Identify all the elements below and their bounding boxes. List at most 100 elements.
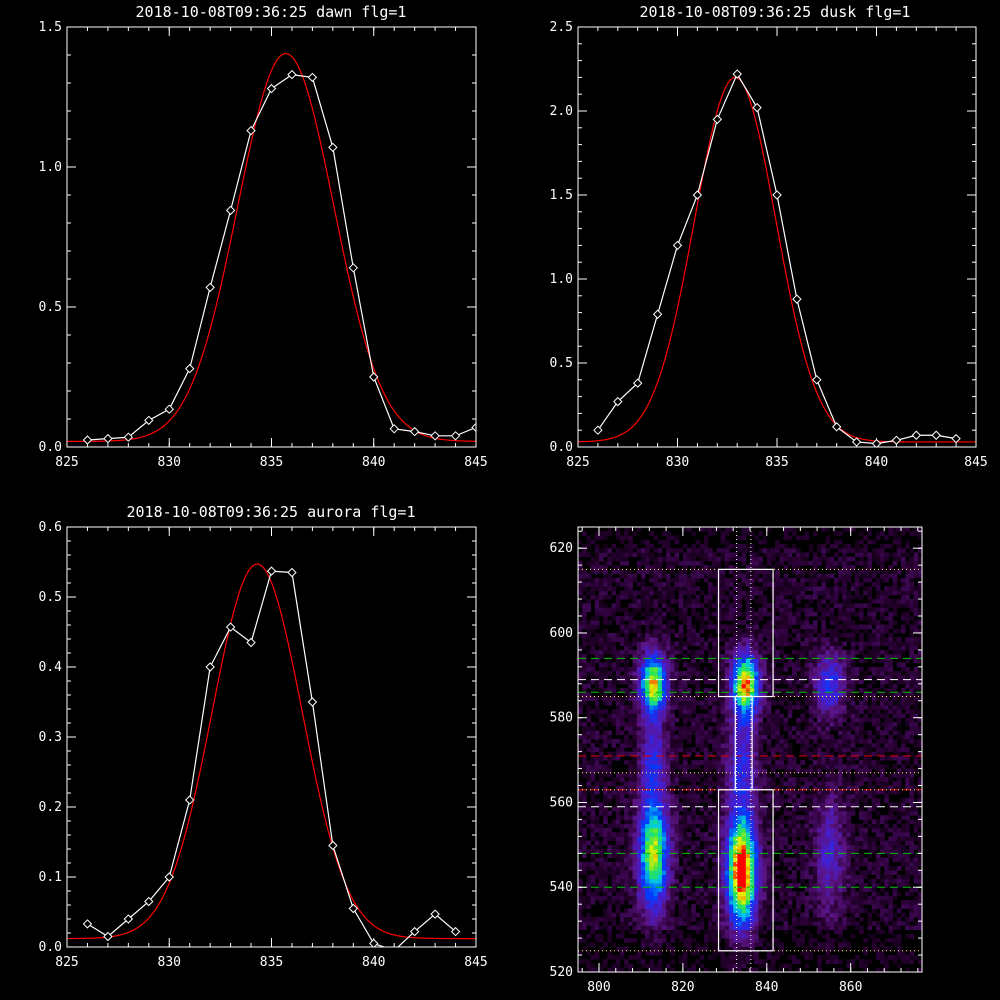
heatmap-cell [624, 849, 629, 854]
heatmap-cell [901, 878, 906, 884]
heatmap-cell [804, 768, 810, 774]
heatmap-cell [640, 853, 646, 858]
heatmap-cell [821, 675, 826, 680]
heatmap-cell [649, 688, 654, 693]
heatmap-cell [758, 916, 763, 922]
heatmap-cell [699, 899, 705, 905]
heatmap-cell [846, 772, 852, 778]
heatmap-cell [875, 912, 881, 918]
heatmap-cell [875, 836, 881, 842]
heatmap-cell [628, 887, 633, 892]
heatmap-cell [720, 849, 726, 854]
heatmap-cell [720, 721, 726, 727]
heatmap-cell [913, 921, 919, 926]
heatmap-cell [699, 861, 705, 867]
heatmap-cell [762, 705, 768, 710]
heatmap-cell [787, 861, 793, 867]
heatmap-cell [729, 827, 734, 833]
heatmap-cell [800, 794, 805, 799]
heatmap-cell [666, 921, 671, 926]
heatmap-cell [582, 836, 587, 842]
heatmap-cell [875, 688, 881, 693]
heatmap-cell [875, 950, 881, 956]
heatmap-cell [875, 929, 881, 935]
heatmap-cell [850, 785, 856, 791]
heatmap-cell [901, 874, 906, 880]
heatmap-cell [636, 849, 642, 854]
heatmap-cell [745, 929, 751, 935]
heatmap-cell [892, 747, 898, 753]
heatmap-cell [670, 726, 675, 731]
heatmap-cell [833, 899, 839, 905]
heatmap-cell [745, 738, 751, 744]
heatmap-cell [896, 840, 902, 846]
heatmap-cell [661, 683, 667, 689]
heatmap-cell [800, 768, 805, 774]
heatmap-cell [619, 929, 625, 935]
heatmap-cell [800, 730, 805, 736]
heatmap-cell [733, 938, 738, 943]
heatmap-cell [779, 899, 784, 905]
heatmap-cell [859, 925, 864, 931]
x-tick-label: 845 [464, 955, 487, 970]
heatmap-cell [850, 683, 856, 689]
heatmap-cell [741, 891, 747, 897]
heatmap-cell [578, 912, 583, 918]
heatmap-cell [687, 671, 692, 676]
heatmap-cell [682, 760, 688, 765]
heatmap-cell [703, 840, 709, 846]
heatmap-cell [829, 781, 835, 786]
heatmap-cell [729, 874, 734, 880]
heatmap-cell [812, 777, 818, 782]
heatmap-cell [884, 891, 889, 897]
heatmap-cell [657, 772, 663, 778]
heatmap-cell [645, 925, 650, 931]
heatmap-cell [829, 861, 835, 867]
heatmap-cell [909, 777, 915, 782]
heatmap-cell [867, 730, 873, 736]
heatmap-cell [649, 849, 654, 854]
heatmap-cell [892, 887, 898, 892]
heatmap-cell [758, 751, 763, 757]
heatmap-cell [615, 912, 621, 918]
heatmap-cell [796, 853, 801, 858]
heatmap-cell [653, 933, 659, 939]
heatmap-cell [896, 734, 902, 740]
heatmap-cell [657, 713, 663, 719]
heatmap-cell [846, 747, 852, 753]
heatmap-cell [628, 692, 633, 697]
heatmap-cell [758, 781, 763, 786]
heatmap-cell [838, 921, 843, 926]
heatmap-cell [661, 883, 667, 888]
data-point-marker [450, 431, 461, 441]
heatmap-cell [645, 764, 650, 769]
heatmap-cell [682, 844, 688, 850]
heatmap-cell [653, 832, 659, 837]
heatmap-cell [611, 967, 617, 972]
heatmap-cell [590, 929, 596, 935]
heatmap-cell [796, 692, 801, 697]
heatmap-cell [720, 870, 726, 875]
heatmap-cell [624, 870, 629, 875]
heatmap-cell [708, 717, 713, 723]
heatmap-cell [649, 730, 654, 736]
heatmap-cell [787, 827, 793, 833]
heatmap-cell [699, 870, 705, 875]
heatmap-cell [850, 751, 856, 757]
heatmap-cell [628, 861, 633, 867]
heatmap-cell [913, 789, 919, 795]
heatmap-cell [850, 798, 856, 803]
heatmap-cell [645, 781, 650, 786]
heatmap-cell [812, 921, 818, 926]
heatmap-cell [682, 823, 688, 829]
heatmap-cell [838, 878, 843, 884]
heatmap-cell [653, 861, 659, 867]
heatmap-cell [783, 857, 789, 863]
heatmap-cell [636, 798, 642, 803]
heatmap-cell [640, 683, 646, 689]
heatmap-cell [758, 798, 763, 803]
heatmap-cell [875, 726, 881, 731]
heatmap-cell [796, 895, 801, 901]
heatmap-cell [854, 878, 860, 884]
heatmap-cell [758, 747, 763, 753]
